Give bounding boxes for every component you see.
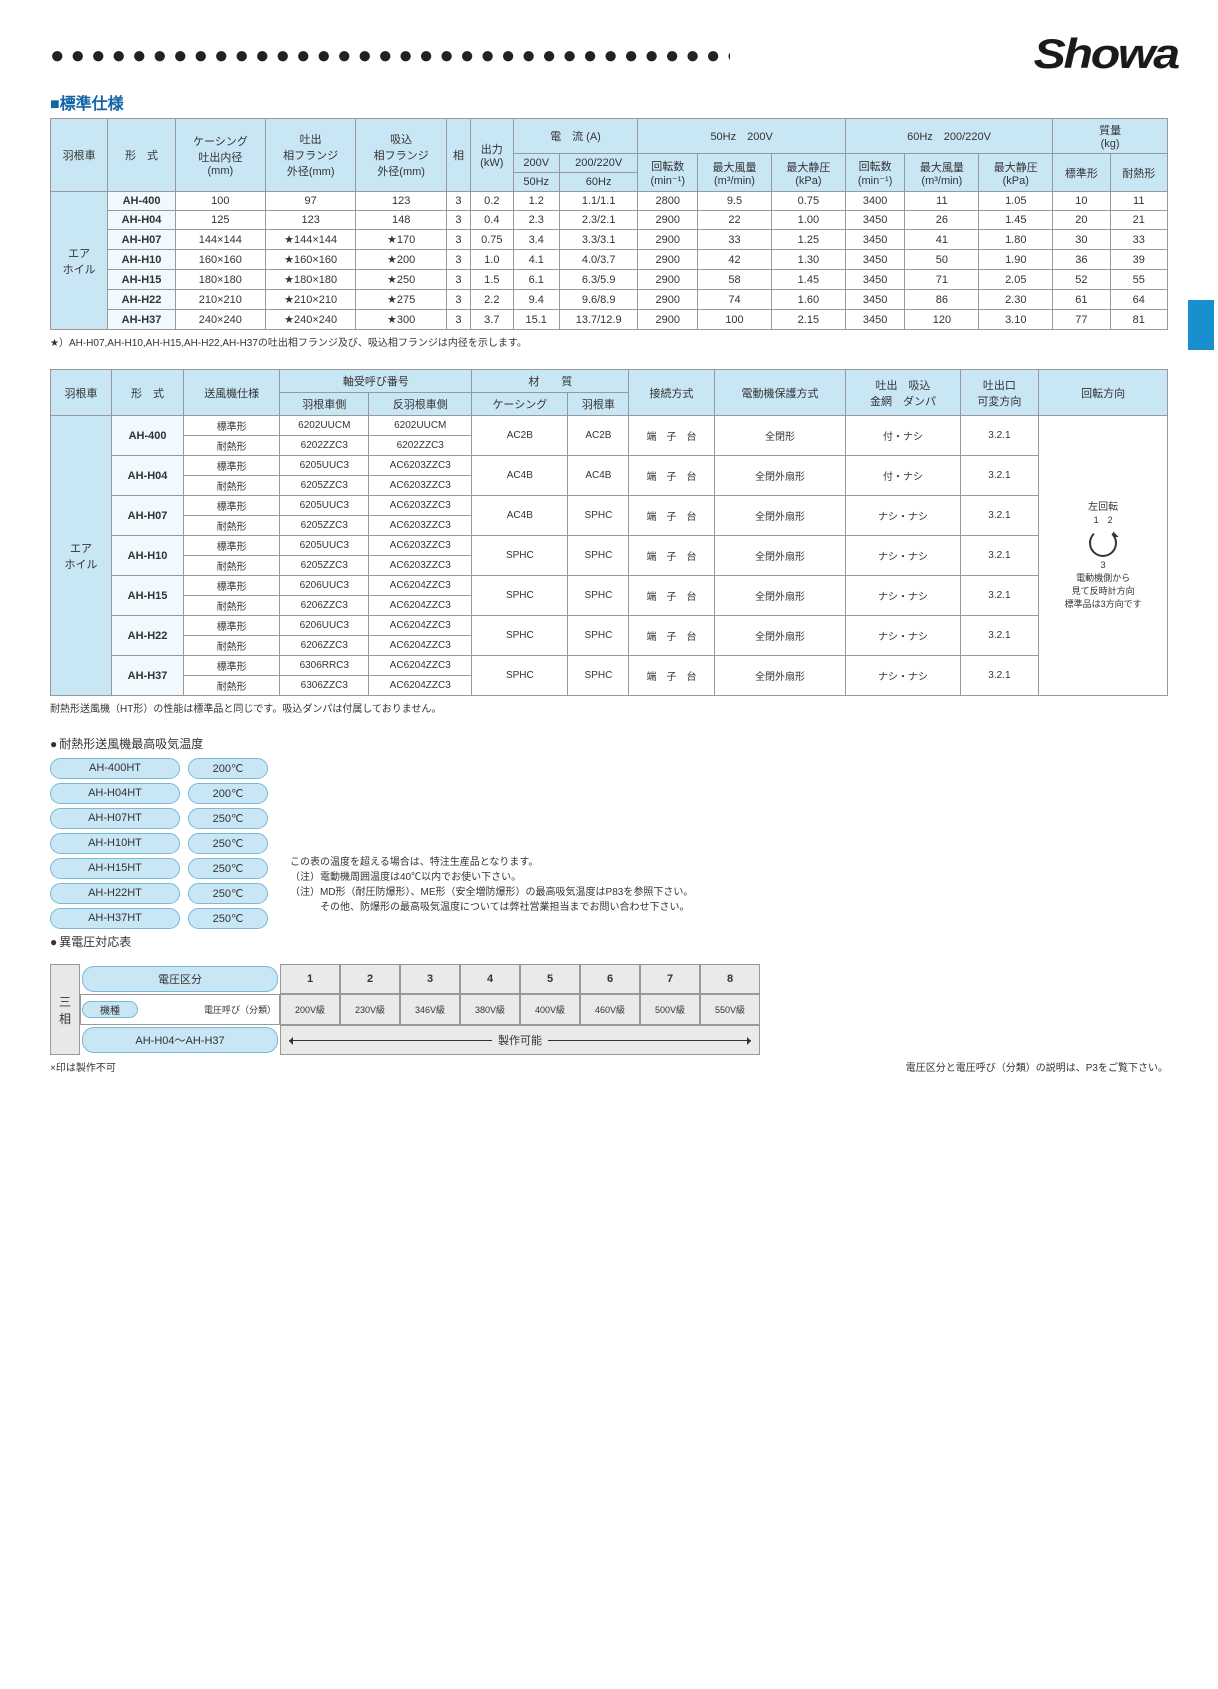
side-tab	[1188, 300, 1214, 350]
voltage-class: 400V級	[520, 994, 580, 1025]
table-row: AH-H37標準形6306RRC3AC6204ZZC3SPHCSPHC端 子 台…	[51, 656, 1168, 676]
voltage-foot-left: ×印は製作不可	[50, 1059, 116, 1074]
temp-pill-value: 200℃	[188, 783, 268, 804]
table-row: AH-H15180×180★180×180★25031.56.16.3/5.92…	[51, 270, 1168, 290]
table-row: エアホイルAH-400標準形6202UUCM6202UUCMAC2BAC2B端 …	[51, 416, 1168, 436]
table-row: AH-H15標準形6206UUC3AC6204ZZC3SPHCSPHC端 子 台…	[51, 576, 1168, 596]
voltage-num: 5	[520, 964, 580, 994]
temp-pill-model: AH-H04HT	[50, 783, 180, 804]
table-row: エアホイルAH-4001009712330.21.21.1/1.128009.5…	[51, 192, 1168, 211]
voltage-num: 2	[340, 964, 400, 994]
temp-pill-model: AH-H22HT	[50, 883, 180, 904]
temp-pill-model: AH-H10HT	[50, 833, 180, 854]
dots-pattern: ●●●●●●●●●●●●●●●●●●●●●●●●●●●●●●●●●●●●●●	[50, 42, 730, 70]
temp-note-line: （注）電動機周囲温度は40℃以内でお使い下さい。	[290, 870, 810, 885]
voltage-span: 製作可能	[280, 1025, 760, 1055]
temp-note-line: この表の温度を超える場合は、特注生産品となります。	[290, 855, 810, 870]
header-dots-row: ●●●●●●●●●●●●●●●●●●●●●●●●●●●●●●●●●●●●●● S…	[50, 30, 1168, 60]
temp-pill-model: AH-400HT	[50, 758, 180, 779]
table-row: AH-H22210×210★210×210★27532.29.49.6/8.92…	[51, 290, 1168, 310]
voltage-num: 1	[280, 964, 340, 994]
temp-pill-value: 250℃	[188, 808, 268, 829]
voltage-heading: 異電圧対応表	[50, 933, 1168, 950]
voltage-class-row: 機種電圧呼び（分類）	[80, 994, 280, 1025]
temp-heading: 耐熱形送風機最高吸気温度	[50, 735, 1168, 752]
temp-pill-value: 250℃	[188, 883, 268, 904]
table-row: AH-H07標準形6205UUC3AC6203ZZC3AC4BSPHC端 子 台…	[51, 496, 1168, 516]
voltage-class: 500V級	[640, 994, 700, 1025]
temp-pill-value: 250℃	[188, 833, 268, 854]
voltage-model-range: AH-H04～AH-H37	[82, 1027, 278, 1053]
temp-note-line: （注）MD形（耐圧防爆形）、ME形（安全増防爆形）の最高吸気温度はP83を参照下…	[290, 885, 810, 900]
phase-label: 三相	[50, 964, 80, 1055]
table1-note: ★）AH-H07,AH-H10,AH-H15,AH-H22,AH-H37の吐出相…	[50, 334, 1168, 349]
temp-pill-model: AH-H07HT	[50, 808, 180, 829]
table-row: AH-H37240×240★240×240★30033.715.113.7/12…	[51, 310, 1168, 330]
table-row: AH-H0412512314830.42.32.3/2.12900221.003…	[51, 211, 1168, 230]
voltage-num: 8	[700, 964, 760, 994]
temp-pill-value: 250℃	[188, 908, 268, 929]
voltage-foot-right: 電圧区分と電圧呼び（分類）の説明は、P3をご覧下さい。	[906, 1059, 1168, 1074]
section-title: ■標準仕様	[50, 90, 1168, 114]
spec-table-1: 羽根車形 式ケーシング吐出内径(mm)吐出相フランジ外径(mm)吸込相フランジ外…	[50, 118, 1168, 330]
voltage-class: 230V級	[340, 994, 400, 1025]
brand-logo: Showa	[1043, 30, 1168, 78]
temp-pill-model: AH-H15HT	[50, 858, 180, 879]
temp-notes: この表の温度を超える場合は、特注生産品となります。（注）電動機周囲温度は40℃以…	[290, 855, 810, 915]
voltage-class: 550V級	[700, 994, 760, 1025]
voltage-num: 6	[580, 964, 640, 994]
spec-table-2: 羽根車形 式送風機仕様軸受呼び番号材 質接続方式電動機保護方式吐出 吸込金網 ダ…	[50, 369, 1168, 696]
voltage-num: 4	[460, 964, 520, 994]
voltage-div-label: 電圧区分	[82, 966, 278, 992]
table-row: AH-H04標準形6205UUC3AC6203ZZC3AC4BAC4B端 子 台…	[51, 456, 1168, 476]
voltage-class: 380V級	[460, 994, 520, 1025]
table-row: AH-H22標準形6206UUC3AC6204ZZC3SPHCSPHC端 子 台…	[51, 616, 1168, 636]
table-row: AH-H07144×144★144×144★17030.753.43.3/3.1…	[51, 230, 1168, 250]
voltage-class: 200V級	[280, 994, 340, 1025]
table2-note: 耐熱形送風機（HT形）の性能は標準品と同じです。吸込ダンパは付属しておりません。	[50, 700, 1168, 715]
voltage-num: 3	[400, 964, 460, 994]
voltage-class: 460V級	[580, 994, 640, 1025]
table-row: AH-H10160×160★160×160★20031.04.14.0/3.72…	[51, 250, 1168, 270]
temp-note-line: その他、防爆形の最高吸気温度については弊社営業担当までお問い合わせ下さい。	[290, 900, 810, 915]
voltage-class: 346V級	[400, 994, 460, 1025]
table-row: AH-H10標準形6205UUC3AC6203ZZC3SPHCSPHC端 子 台…	[51, 536, 1168, 556]
temp-pill-value: 200℃	[188, 758, 268, 779]
temp-pill-value: 250℃	[188, 858, 268, 879]
temp-pill-model: AH-H37HT	[50, 908, 180, 929]
voltage-table: 三相電圧区分12345678 機種電圧呼び（分類）200V級230V級346V級3…	[50, 964, 1168, 1074]
voltage-num: 7	[640, 964, 700, 994]
